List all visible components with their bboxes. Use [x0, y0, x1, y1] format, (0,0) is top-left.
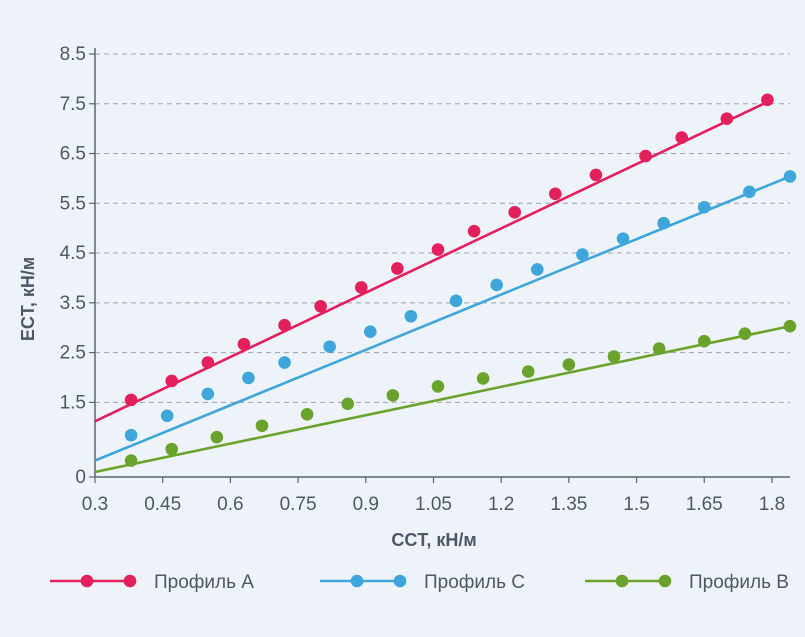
legend-item-3: Профиль В [585, 572, 789, 593]
legend-swatch-marker [393, 574, 407, 588]
data-point [738, 327, 752, 340]
data-point [783, 319, 797, 333]
legend-swatch-marker [658, 574, 672, 588]
axes: 0 1.5 2.5 3.5 4.5 5.5 6.5 7.5 8.5 0.3 0.45 0.6 0.75 0… [60, 44, 790, 515]
data-point [242, 371, 255, 385]
data-point [743, 185, 756, 199]
y-tick-label: 5.5 [60, 193, 86, 214]
data-point [639, 149, 652, 163]
series-2 [94, 170, 797, 462]
data-point [210, 430, 224, 444]
x-tick-label: 0.75 [280, 494, 317, 515]
data-point [255, 419, 269, 433]
data-point [278, 356, 291, 369]
data-point [431, 380, 445, 393]
x-axis-title: CCT, кН/м [391, 530, 476, 550]
data-point [652, 342, 666, 355]
data-point [124, 454, 138, 467]
x-tick-label: 1.8 [759, 494, 785, 515]
data-point [521, 365, 535, 378]
data-point [530, 263, 544, 276]
y-tick-label: 6.5 [60, 144, 86, 165]
y-tick-label: 3.5 [60, 293, 86, 314]
data-point [476, 372, 490, 385]
legend-swatch-marker [123, 574, 137, 588]
data-point [341, 397, 355, 411]
data-point [607, 350, 621, 363]
y-axis-title: ECT, кН/м [18, 257, 38, 341]
x-tick-label: 1.65 [686, 494, 723, 515]
legend: Профиль А Профиль С Профиль В [50, 572, 789, 593]
data-point [314, 300, 327, 313]
legend-swatch-marker [615, 574, 629, 588]
data-point [720, 112, 734, 125]
legend-swatch-marker [80, 574, 94, 588]
series [94, 93, 797, 474]
data-point [449, 294, 463, 308]
x-tick-label: 0.6 [217, 494, 243, 515]
x-tick-label: 1.2 [488, 494, 514, 515]
series-3 [94, 319, 797, 474]
y-tick-label: 0 [75, 467, 86, 488]
legend-label: Профиль В [689, 572, 789, 593]
y-tick-label: 7.5 [60, 94, 86, 115]
series-line [94, 98, 773, 423]
legend-label: Профиль А [154, 572, 254, 593]
data-point [508, 205, 522, 219]
data-point [549, 187, 562, 201]
legend-label: Профиль С [424, 572, 525, 593]
data-point [354, 281, 368, 294]
data-point [391, 262, 404, 275]
data-point [675, 131, 688, 144]
data-point [363, 325, 377, 338]
x-tick-label: 0.9 [353, 494, 379, 515]
y-tick-label: 4.5 [60, 243, 86, 264]
y-tick-label: 2.5 [60, 343, 86, 364]
data-point [165, 442, 179, 456]
data-point [616, 232, 630, 245]
data-point [300, 407, 314, 421]
data-point [124, 393, 138, 407]
data-point [201, 356, 215, 369]
x-tick-label: 1.05 [415, 494, 452, 515]
data-point [201, 387, 215, 401]
legend-swatch-marker [350, 574, 364, 588]
x-tick-label: 0.3 [82, 494, 108, 515]
data-point [576, 248, 589, 261]
data-point [237, 337, 251, 351]
data-point [278, 318, 291, 332]
x-tick-label: 1.35 [550, 494, 587, 515]
data-point [124, 428, 138, 442]
y-tick-label: 1.5 [60, 392, 86, 413]
data-point [404, 309, 418, 323]
data-point [160, 409, 174, 423]
data-point [761, 93, 774, 107]
series-line [94, 324, 791, 474]
data-point [697, 200, 711, 214]
x-tick-label: 0.45 [144, 494, 181, 515]
data-point [589, 168, 603, 182]
data-point [783, 170, 797, 183]
gridlines [95, 53, 790, 403]
data-point [490, 278, 503, 292]
series-line [94, 175, 791, 462]
data-point [657, 216, 670, 230]
y-tick-label: 8.5 [60, 44, 86, 65]
x-tick-label: 1.5 [623, 494, 649, 515]
data-point [431, 243, 445, 256]
data-point [165, 374, 179, 388]
series-1 [94, 93, 774, 423]
data-point [562, 358, 576, 371]
data-point [697, 334, 711, 348]
data-point [386, 389, 400, 402]
data-point [467, 224, 481, 238]
legend-item-1: Профиль А [50, 572, 254, 593]
legend-item-2: Профиль С [320, 572, 525, 593]
data-point [323, 340, 336, 353]
